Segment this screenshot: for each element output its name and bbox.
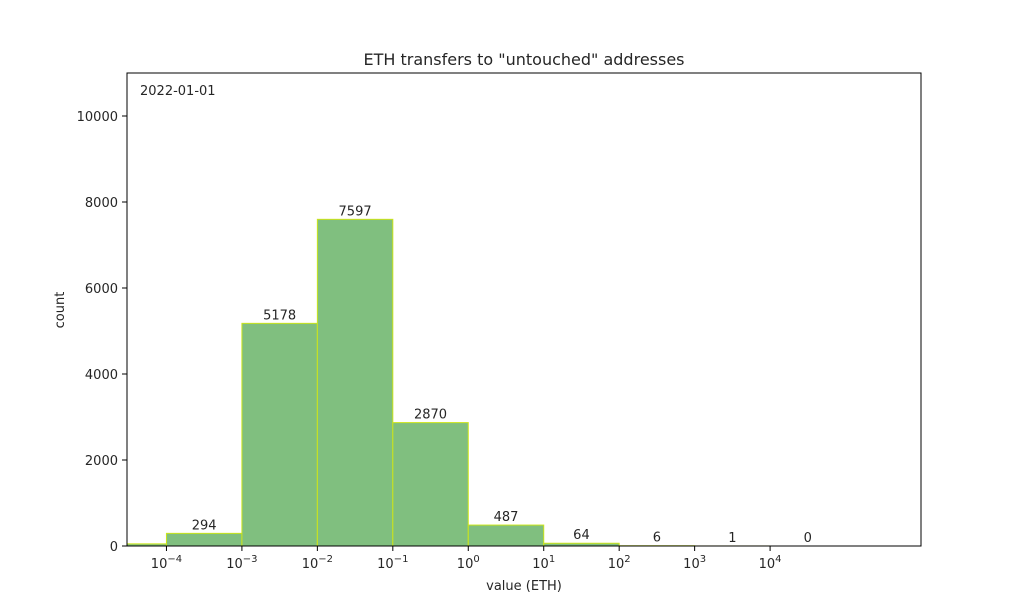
x-tick-label-7: 103: [683, 554, 706, 572]
x-tick-label-5: 101: [532, 554, 555, 572]
bars-group: [126, 218, 771, 547]
x-tick-label-8: 104: [759, 554, 782, 572]
y-axis-label: count: [53, 292, 68, 329]
chart-title: ETH transfers to "untouched" addresses: [363, 50, 684, 69]
y-axis: 0 2000 4000 6000 8000 10000: [77, 110, 127, 555]
x-tick-label-3: 10−1: [377, 554, 408, 572]
y-tick-label-4: 8000: [85, 196, 118, 211]
bar-value-label-8: 1: [728, 531, 736, 546]
bar-2: [241, 322, 318, 547]
bar-value-label-4: 2870: [414, 408, 447, 423]
bar-value-label-3: 7597: [339, 204, 372, 219]
x-axis: 10−4 10−3 10−2 10−1 100 101 102 103 104: [151, 546, 782, 572]
bar-1: [165, 532, 243, 547]
date-annotation: 2022-01-01: [140, 84, 216, 99]
bar-value-label-6: 64: [573, 528, 590, 543]
x-tick-label-2: 10−2: [302, 554, 333, 572]
x-tick-label-4: 100: [457, 554, 480, 572]
bar-4: [392, 422, 469, 547]
bar-value-label-5: 487: [494, 510, 519, 525]
y-tick-label-1: 2000: [85, 454, 118, 469]
bar-labels-group: 294 5178 7597 2870 487 64 6 1 0: [192, 204, 812, 546]
bar-value-label-2: 5178: [263, 308, 296, 323]
y-tick-label-3: 6000: [85, 282, 118, 297]
plot-frame: [126, 72, 922, 547]
bar-value-label-7: 6: [653, 531, 661, 546]
bar-3: [316, 218, 394, 547]
y-tick-label-5: 10000: [77, 110, 118, 125]
bar-value-label-9: 0: [804, 531, 812, 546]
y-tick-label-2: 4000: [85, 368, 118, 383]
bar-5: [467, 524, 545, 547]
x-tick-label-0: 10−4: [151, 554, 182, 572]
y-tick-label-0: 0: [110, 540, 118, 555]
x-tick-label-6: 102: [608, 554, 631, 572]
x-axis-label: value (ETH): [486, 579, 562, 594]
x-tick-label-1: 10−3: [226, 554, 257, 572]
bar-value-label-1: 294: [192, 518, 217, 533]
